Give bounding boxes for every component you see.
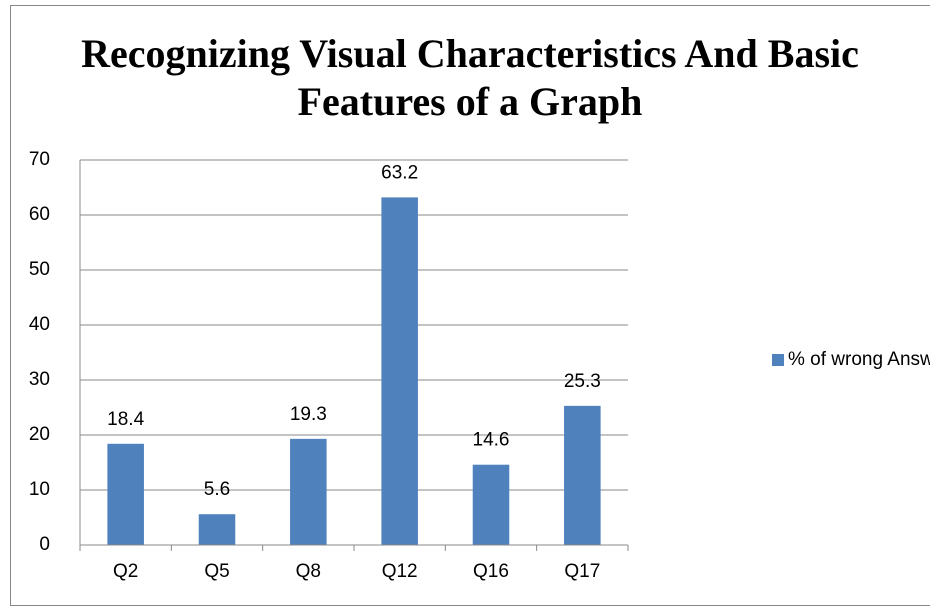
data-label: 63.2 bbox=[381, 162, 418, 183]
y-tick-label: 20 bbox=[29, 424, 50, 445]
x-tick-label: Q2 bbox=[113, 561, 138, 582]
x-tick-label: Q8 bbox=[296, 561, 321, 582]
y-tick-label: 40 bbox=[29, 314, 50, 335]
data-label: 5.6 bbox=[204, 479, 230, 500]
x-tick-label: Q17 bbox=[564, 561, 600, 582]
data-label: 14.6 bbox=[473, 430, 510, 451]
y-tick-label: 0 bbox=[39, 534, 50, 555]
y-tick-label: 70 bbox=[29, 149, 50, 170]
bar bbox=[198, 514, 236, 545]
chart-border bbox=[10, 5, 930, 606]
bar bbox=[472, 464, 510, 545]
bar bbox=[564, 405, 601, 545]
legend-label: % of wrong Answers bbox=[788, 349, 930, 370]
y-tick-label: 50 bbox=[29, 259, 50, 280]
data-label: 25.3 bbox=[564, 371, 601, 392]
x-tick-label: Q16 bbox=[473, 561, 509, 582]
bar bbox=[107, 443, 144, 545]
chart-title: Recognizing Visual Characteristics And B… bbox=[81, 31, 859, 124]
data-label: 18.4 bbox=[107, 409, 144, 430]
bar bbox=[381, 197, 418, 545]
y-tick-label: 30 bbox=[29, 369, 50, 390]
y-tick-label: 10 bbox=[29, 479, 50, 500]
y-tick-label: 60 bbox=[29, 204, 50, 225]
x-tick-label: Q5 bbox=[204, 561, 229, 582]
bar bbox=[290, 438, 327, 545]
data-label: 19.3 bbox=[290, 404, 327, 425]
legend-swatch bbox=[772, 354, 784, 366]
x-tick-label: Q12 bbox=[382, 561, 418, 582]
